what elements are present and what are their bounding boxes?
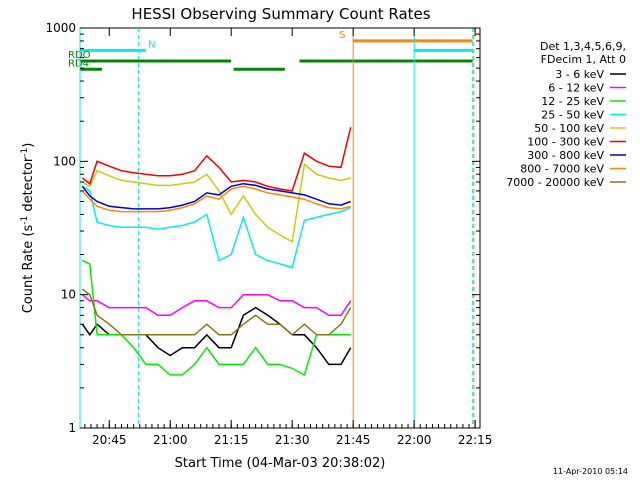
y-axis-label-superscript: -1	[20, 216, 30, 225]
legend-label: 100 - 300 keV	[527, 136, 604, 149]
legend-label: 25 - 50 keV	[541, 109, 604, 122]
legend-header: FDecim 1, Att 0	[541, 53, 626, 66]
legend-label: 300 - 800 keV	[527, 149, 604, 162]
flag-label: S	[339, 30, 345, 41]
legend-label: 6 - 12 keV	[548, 82, 604, 95]
y-axis-label-part: )	[21, 143, 36, 148]
y-axis-ticks: 1 10 100 1000	[45, 21, 480, 435]
legend: Det 1,3,4,5,6,9,FDecim 1, Att 0 3 - 6 keV…	[506, 40, 626, 189]
y-axis-label: Count Rate (s-1 detector-1)	[20, 143, 36, 314]
footer-timestamp: 11-Apr-2010 05:14	[553, 467, 628, 476]
x-tick-label: 21:00	[153, 433, 188, 447]
x-axis-ticks: 20:45 21:00 21:15 21:30 21:45 22:00 22:15	[84, 28, 493, 447]
flag-label: RDO	[68, 50, 91, 61]
legend-label: 3 - 6 keV	[555, 68, 604, 81]
y-axis-label-part: detector	[21, 156, 36, 216]
series-line	[81, 293, 352, 317]
legend-label: 7000 - 20000 keV	[506, 176, 604, 189]
legend-label: 800 - 7000 keV	[520, 163, 604, 176]
legend-header: Det 1,3,4,5,6,9,	[540, 40, 626, 53]
flag-label: RD4	[68, 58, 89, 69]
series-line	[82, 259, 351, 376]
flag-label: N	[148, 39, 155, 50]
y-axis-label-superscript: -1	[20, 148, 30, 157]
x-tick-label: 21:15	[214, 433, 249, 447]
series-lines	[81, 127, 352, 376]
x-tick-label: 22:00	[397, 433, 432, 447]
y-tick-label: 10	[61, 288, 76, 302]
series-line	[82, 162, 351, 243]
x-tick-label: 21:30	[275, 433, 310, 447]
series-line	[81, 185, 351, 213]
x-tick-label: 20:45	[92, 433, 127, 447]
chart-title: HESSI Observing Summary Count Rates	[131, 5, 430, 23]
series-line	[81, 127, 352, 192]
x-axis-label: Start Time (04-Mar-03 20:38:02)	[175, 456, 386, 471]
y-tick-label: 1000	[45, 21, 76, 35]
y-axis-label-part: Count Rate (s	[21, 225, 36, 314]
series-line	[81, 182, 351, 210]
y-tick-label: 1	[68, 421, 76, 435]
legend-label: 50 - 100 keV	[534, 122, 604, 135]
legend-label: 12 - 25 keV	[541, 95, 604, 108]
series-line	[82, 185, 351, 269]
x-tick-label: 21:45	[336, 433, 371, 447]
y-tick-label: 100	[53, 154, 76, 168]
x-tick-label: 22:15	[458, 433, 493, 447]
series-line	[81, 288, 352, 336]
